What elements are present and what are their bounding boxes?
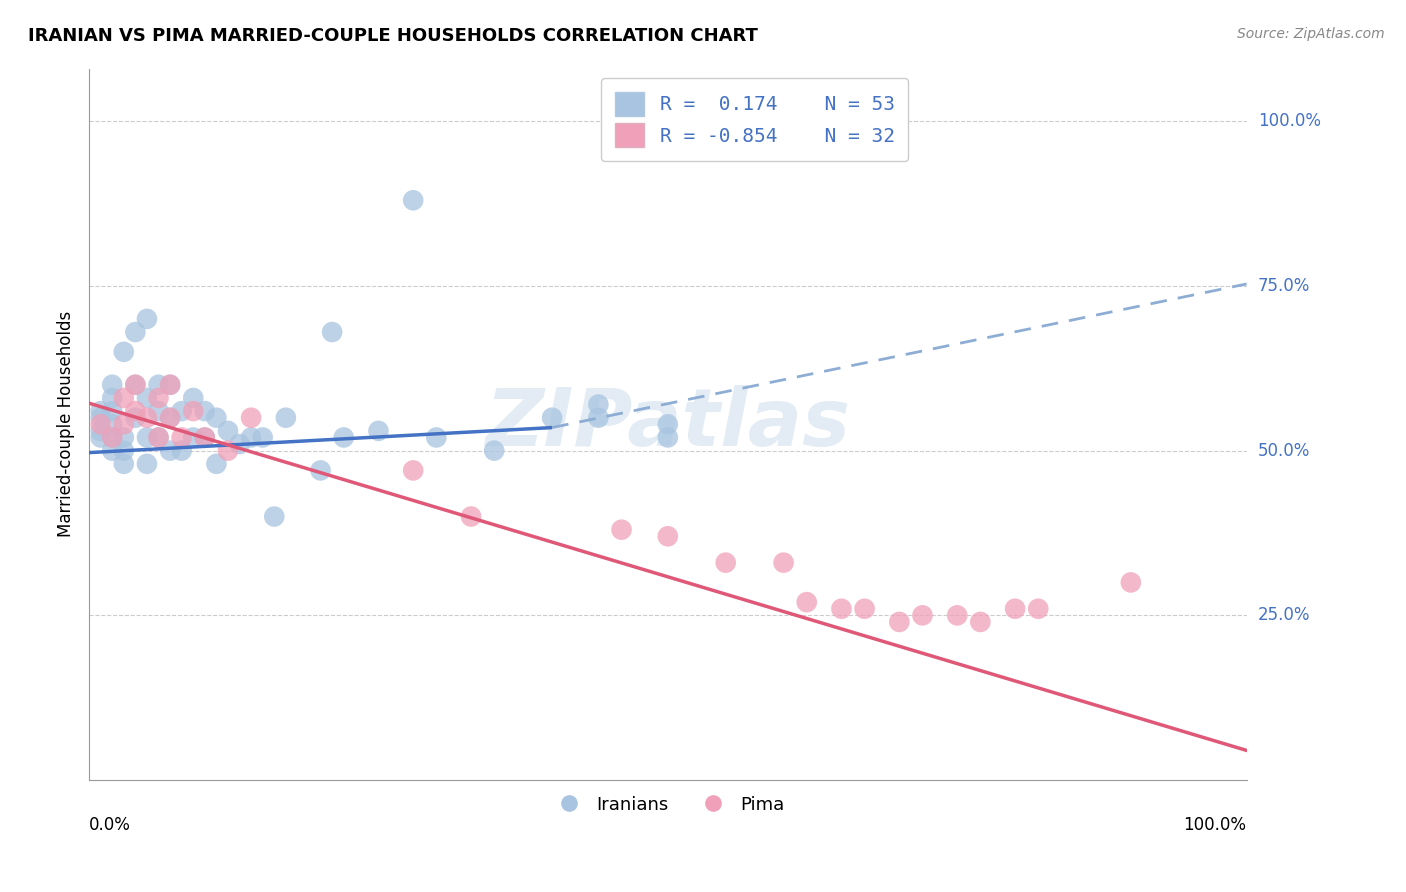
Point <box>148 404 170 418</box>
Point <box>112 417 135 432</box>
Point <box>889 615 911 629</box>
Point <box>772 556 794 570</box>
Text: 50.0%: 50.0% <box>1258 442 1310 459</box>
Legend: Iranians, Pima: Iranians, Pima <box>544 789 792 821</box>
Point <box>853 601 876 615</box>
Point <box>205 410 228 425</box>
Point <box>657 529 679 543</box>
Point <box>159 443 181 458</box>
Point <box>205 457 228 471</box>
Point <box>148 430 170 444</box>
Point <box>460 509 482 524</box>
Point <box>1026 601 1049 615</box>
Point <box>90 404 112 418</box>
Text: 0.0%: 0.0% <box>89 815 131 834</box>
Point <box>367 424 389 438</box>
Point <box>194 404 217 418</box>
Point <box>90 410 112 425</box>
Point <box>136 457 159 471</box>
Point <box>124 377 146 392</box>
Point <box>588 398 610 412</box>
Point <box>321 325 343 339</box>
Text: IRANIAN VS PIMA MARRIED-COUPLE HOUSEHOLDS CORRELATION CHART: IRANIAN VS PIMA MARRIED-COUPLE HOUSEHOLD… <box>28 27 758 45</box>
Text: Source: ZipAtlas.com: Source: ZipAtlas.com <box>1237 27 1385 41</box>
Point <box>610 523 633 537</box>
Point <box>101 404 124 418</box>
Point <box>217 443 239 458</box>
Point <box>796 595 818 609</box>
Point <box>1119 575 1142 590</box>
Point <box>124 377 146 392</box>
Point <box>830 601 852 615</box>
Point <box>240 430 263 444</box>
Point <box>170 443 193 458</box>
Point <box>101 417 124 432</box>
Point <box>136 311 159 326</box>
Point <box>136 410 159 425</box>
Point <box>657 430 679 444</box>
Point <box>181 430 204 444</box>
Point <box>657 417 679 432</box>
Point <box>159 377 181 392</box>
Point <box>112 443 135 458</box>
Point <box>101 430 124 444</box>
Point <box>181 404 204 418</box>
Point <box>402 194 425 208</box>
Point <box>124 410 146 425</box>
Point <box>112 391 135 405</box>
Point <box>252 430 274 444</box>
Point <box>101 443 124 458</box>
Point <box>181 391 204 405</box>
Point <box>714 556 737 570</box>
Point <box>263 509 285 524</box>
Text: 100.0%: 100.0% <box>1184 815 1247 834</box>
Point <box>90 430 112 444</box>
Point <box>274 410 297 425</box>
Text: 100.0%: 100.0% <box>1258 112 1320 130</box>
Point <box>159 410 181 425</box>
Text: 25.0%: 25.0% <box>1258 607 1310 624</box>
Point <box>112 430 135 444</box>
Point <box>90 424 112 438</box>
Point <box>332 430 354 444</box>
Point <box>541 410 564 425</box>
Point <box>159 410 181 425</box>
Point <box>170 404 193 418</box>
Point <box>228 437 250 451</box>
Y-axis label: Married-couple Households: Married-couple Households <box>58 311 75 537</box>
Text: ZIPatlas: ZIPatlas <box>485 385 851 463</box>
Point <box>911 608 934 623</box>
Point <box>194 430 217 444</box>
Point <box>588 410 610 425</box>
Point <box>148 391 170 405</box>
Point <box>148 430 170 444</box>
Point <box>112 457 135 471</box>
Point <box>217 424 239 438</box>
Point <box>402 463 425 477</box>
Point <box>170 430 193 444</box>
Point <box>136 391 159 405</box>
Point <box>159 377 181 392</box>
Point <box>946 608 969 623</box>
Point <box>240 410 263 425</box>
Point <box>101 377 124 392</box>
Point <box>136 430 159 444</box>
Point <box>90 417 112 432</box>
Point <box>124 325 146 339</box>
Point <box>148 377 170 392</box>
Point <box>1004 601 1026 615</box>
Point <box>425 430 447 444</box>
Point <box>969 615 991 629</box>
Point <box>101 430 124 444</box>
Point <box>309 463 332 477</box>
Text: 75.0%: 75.0% <box>1258 277 1310 295</box>
Point <box>194 430 217 444</box>
Point <box>482 443 505 458</box>
Point <box>101 391 124 405</box>
Point <box>124 404 146 418</box>
Point <box>112 344 135 359</box>
